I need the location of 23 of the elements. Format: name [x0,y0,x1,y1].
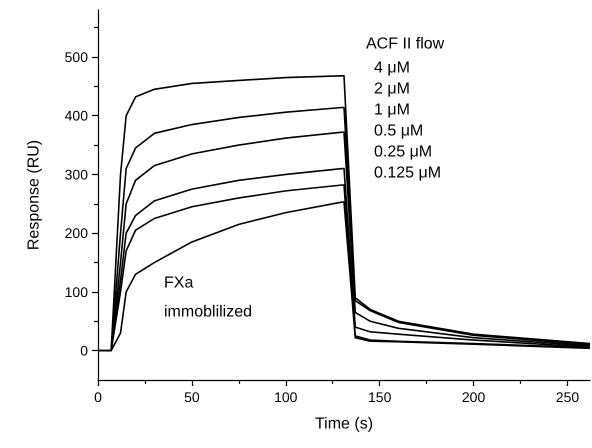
annotation: 4 μM [374,60,410,76]
x-tick-label: 100 [274,389,298,405]
x-tick-label: 150 [368,389,392,405]
y-tick-label: 400 [64,108,88,124]
annotation: 0.125 μM [374,164,442,182]
annotation: 1 μM [374,102,410,118]
annotation: ACF II flow [366,36,445,52]
annotation: 0.5 μM [374,122,424,140]
y-tick-label: 300 [64,166,88,182]
annotation: 2 μM [374,80,410,98]
annotation: 0.25 μM [374,144,432,160]
annotation: immoblilized [164,304,252,320]
x-axis-title: Time (s) [314,416,374,432]
y-tick-label: 500 [64,48,88,65]
y-axis-title: Response (RU) [26,140,42,250]
y-tick-label: 200 [64,225,88,242]
x-tick-label: 0 [94,389,102,405]
y-tick-label: 0 [80,342,88,359]
annotation: FXa [164,274,194,292]
y-tick-label: 100 [64,284,88,300]
x-tick-label: 250 [556,389,580,405]
x-tick-label: 50 [184,389,200,405]
x-tick-label: 200 [462,389,486,405]
